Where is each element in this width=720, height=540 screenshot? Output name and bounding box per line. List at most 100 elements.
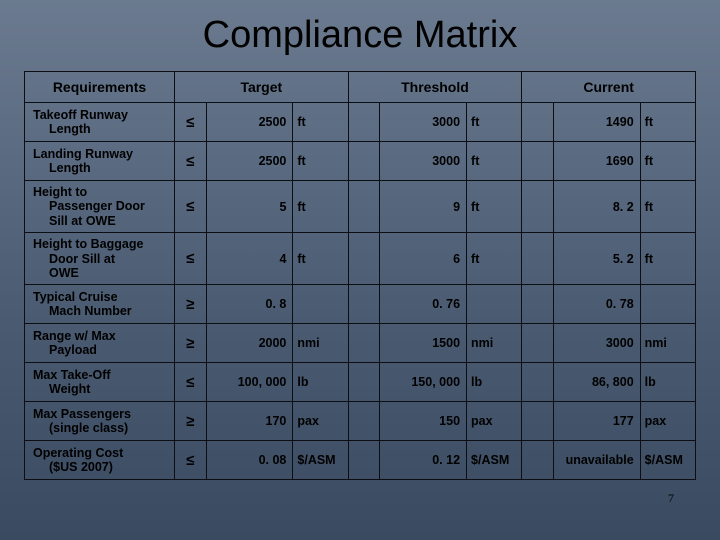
target-unit: ft bbox=[293, 233, 348, 285]
target-value: 170 bbox=[206, 402, 293, 441]
requirement-cell: Height to BaggageDoor Sill atOWE bbox=[25, 233, 175, 285]
op-cell: ≥ bbox=[175, 402, 207, 441]
current-unit: $/ASM bbox=[640, 441, 695, 480]
gap-cell bbox=[348, 402, 380, 441]
op-cell: ≤ bbox=[175, 441, 207, 480]
current-value: unavailable bbox=[553, 441, 640, 480]
threshold-value: 9 bbox=[380, 181, 467, 233]
table-row: Height to BaggageDoor Sill atOWE≤4ft6ft5… bbox=[25, 233, 696, 285]
table-row: Max Take-OffWeight≤100, 000lb150, 000lb8… bbox=[25, 363, 696, 402]
gap-cell bbox=[348, 324, 380, 363]
requirement-cell: Max Take-OffWeight bbox=[25, 363, 175, 402]
target-unit: lb bbox=[293, 363, 348, 402]
table-row: Operating Cost($US 2007)≤0. 08$/ASM0. 12… bbox=[25, 441, 696, 480]
threshold-value: 3000 bbox=[380, 103, 467, 142]
requirement-cell: Height toPassenger DoorSill at OWE bbox=[25, 181, 175, 233]
current-unit: ft bbox=[640, 181, 695, 233]
current-value: 1690 bbox=[553, 142, 640, 181]
op-cell: ≥ bbox=[175, 324, 207, 363]
op-cell: ≤ bbox=[175, 142, 207, 181]
current-unit: ft bbox=[640, 103, 695, 142]
table-header-row: Requirements Target Threshold Current bbox=[25, 72, 696, 103]
threshold-value: 6 bbox=[380, 233, 467, 285]
col-requirements: Requirements bbox=[25, 72, 175, 103]
table-row: Height toPassenger DoorSill at OWE≤5ft9f… bbox=[25, 181, 696, 233]
target-unit: ft bbox=[293, 103, 348, 142]
threshold-unit bbox=[467, 285, 522, 324]
gap-cell bbox=[348, 103, 380, 142]
current-unit: nmi bbox=[640, 324, 695, 363]
current-value: 177 bbox=[553, 402, 640, 441]
target-unit: ft bbox=[293, 142, 348, 181]
table-row: Typical CruiseMach Number≥0. 80. 760. 78 bbox=[25, 285, 696, 324]
target-value: 2500 bbox=[206, 103, 293, 142]
col-current: Current bbox=[522, 72, 696, 103]
requirement-cell: Operating Cost($US 2007) bbox=[25, 441, 175, 480]
gap-cell bbox=[522, 285, 554, 324]
current-value: 5. 2 bbox=[553, 233, 640, 285]
gap-cell bbox=[522, 142, 554, 181]
target-unit: $/ASM bbox=[293, 441, 348, 480]
target-unit: nmi bbox=[293, 324, 348, 363]
slide: Compliance Matrix Requirements Target Th… bbox=[0, 0, 720, 540]
current-value: 0. 78 bbox=[553, 285, 640, 324]
current-unit: pax bbox=[640, 402, 695, 441]
table-row: Max Passengers(single class)≥170pax150pa… bbox=[25, 402, 696, 441]
threshold-value: 1500 bbox=[380, 324, 467, 363]
threshold-value: 150 bbox=[380, 402, 467, 441]
gap-cell bbox=[522, 103, 554, 142]
target-unit: ft bbox=[293, 181, 348, 233]
gap-cell bbox=[348, 363, 380, 402]
gap-cell bbox=[522, 233, 554, 285]
current-value: 8. 2 bbox=[553, 181, 640, 233]
gap-cell bbox=[522, 402, 554, 441]
threshold-unit: ft bbox=[467, 181, 522, 233]
page-number: 7 bbox=[668, 491, 674, 506]
compliance-table: Requirements Target Threshold Current Ta… bbox=[24, 71, 696, 480]
op-cell: ≤ bbox=[175, 363, 207, 402]
gap-cell bbox=[348, 233, 380, 285]
threshold-value: 0. 76 bbox=[380, 285, 467, 324]
requirement-cell: Range w/ MaxPayload bbox=[25, 324, 175, 363]
op-cell: ≤ bbox=[175, 233, 207, 285]
threshold-value: 0. 12 bbox=[380, 441, 467, 480]
target-value: 4 bbox=[206, 233, 293, 285]
target-value: 5 bbox=[206, 181, 293, 233]
current-value: 1490 bbox=[553, 103, 640, 142]
requirement-cell: Landing RunwayLength bbox=[25, 142, 175, 181]
current-unit: ft bbox=[640, 233, 695, 285]
requirement-cell: Takeoff RunwayLength bbox=[25, 103, 175, 142]
gap-cell bbox=[522, 324, 554, 363]
gap-cell bbox=[348, 441, 380, 480]
gap-cell bbox=[348, 142, 380, 181]
op-cell: ≥ bbox=[175, 285, 207, 324]
target-unit: pax bbox=[293, 402, 348, 441]
target-unit bbox=[293, 285, 348, 324]
col-target: Target bbox=[175, 72, 349, 103]
threshold-unit: ft bbox=[467, 142, 522, 181]
table-row: Takeoff RunwayLength≤2500ft3000ft1490ft bbox=[25, 103, 696, 142]
gap-cell bbox=[522, 441, 554, 480]
current-unit: ft bbox=[640, 142, 695, 181]
op-cell: ≤ bbox=[175, 103, 207, 142]
gap-cell bbox=[522, 181, 554, 233]
threshold-unit: nmi bbox=[467, 324, 522, 363]
threshold-unit: $/ASM bbox=[467, 441, 522, 480]
current-value: 3000 bbox=[553, 324, 640, 363]
threshold-value: 150, 000 bbox=[380, 363, 467, 402]
table-row: Range w/ MaxPayload≥2000nmi1500nmi3000nm… bbox=[25, 324, 696, 363]
threshold-value: 3000 bbox=[380, 142, 467, 181]
threshold-unit: lb bbox=[467, 363, 522, 402]
page-title: Compliance Matrix bbox=[24, 14, 696, 57]
current-unit: lb bbox=[640, 363, 695, 402]
op-cell: ≤ bbox=[175, 181, 207, 233]
threshold-unit: ft bbox=[467, 103, 522, 142]
target-value: 2500 bbox=[206, 142, 293, 181]
gap-cell bbox=[348, 181, 380, 233]
col-threshold: Threshold bbox=[348, 72, 522, 103]
threshold-unit: pax bbox=[467, 402, 522, 441]
target-value: 2000 bbox=[206, 324, 293, 363]
current-value: 86, 800 bbox=[553, 363, 640, 402]
gap-cell bbox=[348, 285, 380, 324]
requirement-cell: Typical CruiseMach Number bbox=[25, 285, 175, 324]
